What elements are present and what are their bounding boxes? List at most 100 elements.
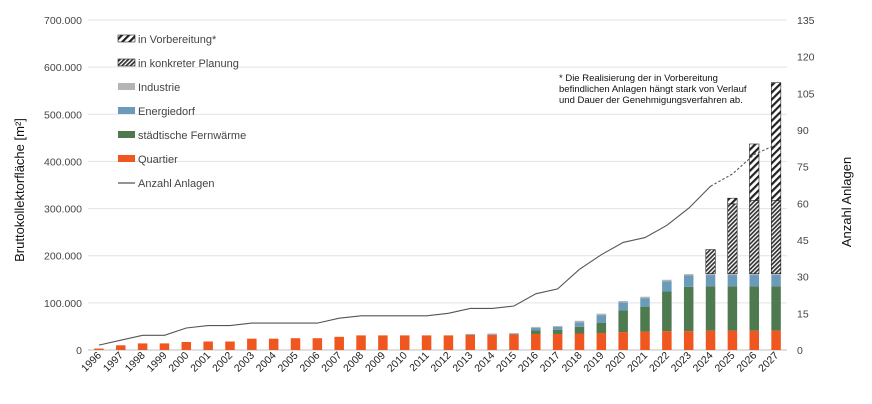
x-tick-label: 2015 (494, 350, 519, 375)
legend-label: in konkreter Planung (138, 58, 239, 70)
bar-segment (640, 331, 650, 350)
x-tick-label: 2025 (713, 350, 738, 375)
bar-segment (771, 200, 782, 274)
bar-segment (749, 275, 759, 287)
x-tick-label: 2026 (734, 350, 759, 375)
x-axis-ticks: 1996199719981999200020012002200320042005… (79, 350, 781, 375)
footnote: * Die Realisierung der in Vorbereitungbe… (559, 73, 747, 106)
bar-segment (531, 326, 541, 328)
y2-tick-label: 60 (797, 198, 809, 210)
bar-segment (574, 333, 585, 350)
bar-segment (574, 320, 585, 323)
bar-segment (618, 310, 628, 333)
y2-tick-label: 90 (797, 125, 809, 137)
line-series-actual (98, 185, 711, 346)
x-tick-label: 2020 (603, 350, 628, 375)
bar-segment (618, 332, 628, 350)
x-tick-label: 2010 (385, 350, 410, 375)
x-tick-label: 2006 (297, 350, 322, 375)
bar-segment (137, 343, 148, 350)
bar-segment (749, 330, 759, 350)
y2-tick-label: 105 (797, 88, 815, 100)
bar-segment (509, 334, 519, 350)
note-line: * Die Realisierung der in Vorbereitung (559, 73, 718, 84)
bar-segment (705, 330, 716, 350)
bar-segment (771, 286, 781, 331)
legend-swatch (118, 107, 135, 114)
x-tick-label: 2021 (625, 350, 650, 375)
y-axis-ticks: 0 100.000 200.000 300.000 400.000 500.000 600.… (44, 15, 82, 357)
bar-segment (487, 333, 497, 335)
y-tick-label: 500.000 (44, 109, 82, 121)
bar-segment (727, 286, 738, 331)
bar-segment (705, 273, 716, 276)
x-tick-label: 2018 (560, 350, 585, 375)
x-tick-label: 2011 (407, 350, 432, 375)
bar-segment (705, 275, 716, 287)
bar-segment (552, 325, 563, 327)
bar-segment (596, 313, 607, 316)
y2-tick-label: 135 (797, 15, 815, 27)
bar-segment (705, 249, 716, 274)
bar-segment (683, 286, 694, 332)
bar-segment (640, 296, 650, 299)
y-tick-label: 700.000 (44, 15, 82, 27)
bar-segment (771, 275, 781, 287)
bar-segment (378, 335, 388, 350)
bar-segment (465, 334, 476, 350)
bar-segment (465, 333, 476, 335)
x-tick-label: 2013 (450, 350, 475, 375)
y2-tick-label: 30 (797, 272, 809, 284)
legend-label: Anzahl Anlagen (138, 178, 214, 190)
bar-segment (662, 291, 672, 332)
legend-swatch (117, 34, 136, 43)
y-tick-label: 300.000 (44, 204, 82, 216)
legend-label: städtische Fernwärme (138, 130, 246, 142)
x-tick-label: 1997 (101, 350, 126, 375)
bar-segment (399, 335, 410, 350)
bar-segment (531, 330, 541, 334)
legend-label: Industrie (138, 82, 180, 94)
bar-segment (225, 341, 235, 350)
y-tick-label: 400.000 (44, 156, 82, 168)
bar-segment (683, 274, 694, 276)
bars (94, 82, 782, 350)
line-series-projected (710, 144, 777, 187)
bar-segment (749, 286, 759, 331)
legend-label: Quartier (138, 154, 178, 166)
bar-segment (487, 334, 497, 350)
x-tick-label: 2007 (319, 350, 344, 375)
bar-segment (727, 197, 738, 205)
y2-tick-label: 45 (797, 235, 809, 247)
x-tick-label: 2024 (691, 350, 716, 375)
bar-segment (662, 331, 672, 350)
y-tick-label: 200.000 (44, 251, 82, 263)
bar-segment (421, 335, 432, 350)
installations-line (98, 144, 777, 346)
y2-tick-label: 15 (797, 308, 809, 320)
x-tick-label: 2004 (254, 350, 279, 375)
x-tick-label: 2012 (429, 350, 454, 375)
x-tick-label: 2008 (341, 350, 366, 375)
bar-segment (640, 298, 650, 307)
x-tick-label: 1996 (79, 350, 104, 375)
x-tick-label: 1999 (145, 350, 170, 375)
bar-segment (552, 329, 563, 334)
bar-segment (531, 333, 541, 350)
y2-axis-ticks: 0 15 30 45 60 75 90 105 120 135 (797, 15, 815, 357)
legend-swatch (117, 58, 136, 67)
bar-segment (509, 333, 519, 335)
bar-segment (116, 345, 126, 350)
bar-segment (531, 327, 541, 331)
bar-segment (640, 306, 650, 332)
legend: in Vorbereitung* in konkreter Planung Indu… (117, 34, 246, 190)
bar-segment (487, 334, 497, 335)
bar-segment (771, 273, 781, 276)
x-tick-label: 2022 (647, 350, 672, 375)
bar-segment (552, 333, 563, 350)
bar-segment (727, 203, 738, 274)
x-tick-label: 2017 (538, 350, 563, 375)
x-tick-label: 2014 (472, 350, 497, 375)
y2-tick-label: 75 (797, 162, 809, 174)
